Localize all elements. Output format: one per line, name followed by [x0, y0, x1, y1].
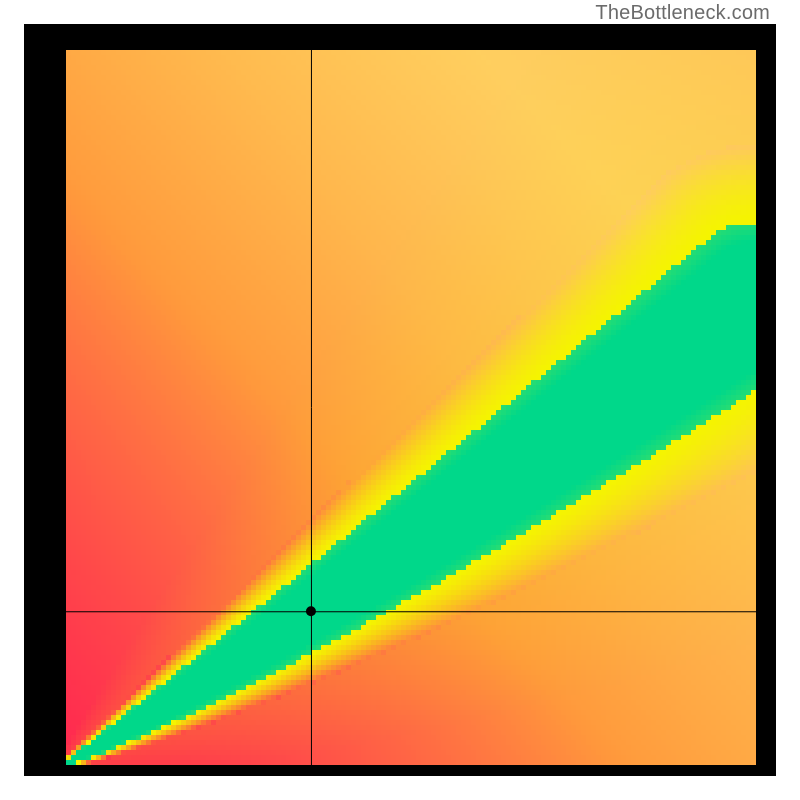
watermark-text: TheBottleneck.com	[595, 2, 770, 25]
heatmap-plot	[66, 50, 756, 765]
crosshair-overlay	[66, 50, 756, 765]
chart-container: TheBottleneck.com	[0, 0, 800, 800]
chart-frame	[24, 24, 776, 776]
